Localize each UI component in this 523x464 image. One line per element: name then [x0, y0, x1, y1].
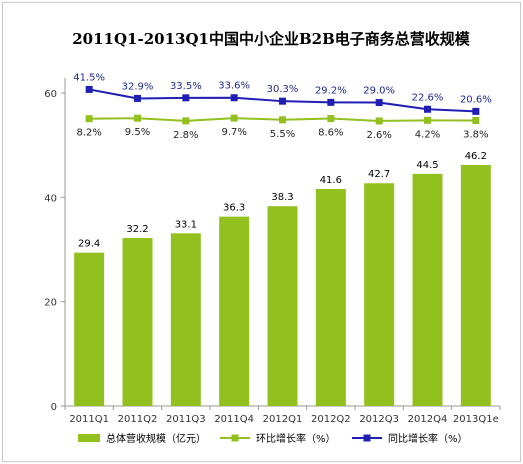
yoy-marker: [134, 94, 141, 102]
bar-value-label: 41.6: [320, 175, 342, 186]
bar-value-label: 38.3: [271, 192, 293, 203]
qoq-marker: [182, 117, 190, 125]
bar: [219, 216, 250, 406]
yoy-marker: [230, 94, 238, 102]
y-tick-label: 0: [51, 402, 57, 413]
legend-label-qoq: 环比增长率（%）: [256, 432, 336, 445]
x-tick-label: 2012Q1: [263, 414, 303, 425]
yoy-value-label: 22.6%: [412, 92, 444, 103]
qoq-value-label: 9.7%: [221, 127, 246, 138]
bar-value-label: 36.3: [223, 203, 245, 214]
bar-value-label: 44.5: [416, 160, 438, 171]
x-tick-label: 2011Q4: [214, 414, 254, 425]
qoq-value-label: 9.5%: [125, 127, 150, 138]
x-tick-label: 2012Q4: [408, 414, 448, 425]
bar-value-label: 32.2: [126, 224, 148, 235]
x-tick-label: 2011Q2: [118, 414, 158, 425]
yoy-value-label: 41.5%: [73, 72, 105, 83]
labels: 29.4 32.2 33.1 36.3 38.3 41.6 42.7 44.5 46.2 41.5…: [73, 72, 491, 249]
qoq-value-label: 2.6%: [366, 130, 391, 141]
qoq-marker: [85, 115, 93, 123]
x-tick-label: 2013Q1e: [453, 414, 499, 425]
qoq-value-label: 8.2%: [76, 128, 101, 139]
yoy-marker: [85, 85, 93, 93]
qoq-value-label: 5.5%: [270, 129, 295, 140]
bar: [412, 173, 443, 406]
yoy-value-label: 32.9%: [122, 81, 154, 92]
qoq-marker: [375, 117, 383, 125]
legend-marker-qoq: [231, 434, 239, 442]
qoq-marker: [134, 114, 141, 122]
bar-value-label: 42.7: [368, 169, 390, 180]
legend-marker-yoy: [363, 434, 371, 442]
qoq-value-label: 3.8%: [463, 129, 488, 140]
bar: [364, 183, 395, 406]
qoq-value-label: 8.6%: [318, 128, 343, 139]
yoy-value-label: 20.6%: [460, 94, 492, 105]
legend: 总体营收规模（亿元） 环比增长率（%） 同比增长率（%）: [78, 432, 468, 445]
yoy-value-label: 33.5%: [170, 81, 202, 92]
bar: [74, 252, 105, 406]
yoy-marker: [182, 94, 190, 102]
bar: [122, 238, 153, 406]
x-tick-label: 2011Q3: [166, 414, 206, 425]
y-tick-label: 60: [44, 89, 57, 100]
qoq-marker: [327, 115, 335, 123]
legend-swatch-revenue: [78, 434, 100, 442]
qoq-marker: [424, 116, 431, 124]
lines: [85, 85, 480, 125]
bar-value-label: 29.4: [78, 239, 100, 250]
bars: [74, 164, 491, 406]
y-tick-label: 40: [44, 193, 57, 204]
bar: [267, 206, 298, 406]
bar-value-label: 46.2: [465, 151, 487, 162]
legend-label-yoy: 同比增长率（%）: [388, 432, 468, 445]
bar: [315, 188, 346, 406]
qoq-marker: [472, 116, 480, 124]
yoy-value-label: 29.2%: [315, 85, 347, 96]
qoq-marker: [279, 116, 286, 124]
yoy-value-label: 33.6%: [218, 81, 250, 92]
qoq-value-label: 4.2%: [415, 129, 440, 140]
yoy-marker: [327, 98, 335, 106]
yoy-marker: [375, 99, 383, 107]
x-tick-label: 2012Q2: [311, 414, 351, 425]
bar-value-label: 33.1: [175, 219, 197, 230]
bar: [170, 233, 201, 406]
yoy-marker: [424, 105, 431, 113]
bar: [460, 164, 491, 406]
legend-label-revenue: 总体营收规模（亿元）: [106, 432, 206, 445]
y-tick-label: 20: [44, 298, 57, 309]
yoy-marker: [472, 107, 480, 115]
yoy-marker: [279, 97, 286, 105]
qoq-value-label: 2.8%: [173, 130, 198, 141]
yoy-value-label: 29.0%: [363, 86, 395, 97]
x-tick-label: 2011Q1: [69, 414, 109, 425]
x-tick-label: 2012Q3: [359, 414, 399, 425]
chart-title: 2011Q1-2013Q1中国中小企业B2B电子商务总营收规模: [72, 30, 471, 48]
qoq-marker: [230, 114, 238, 122]
yoy-value-label: 30.3%: [267, 84, 299, 95]
